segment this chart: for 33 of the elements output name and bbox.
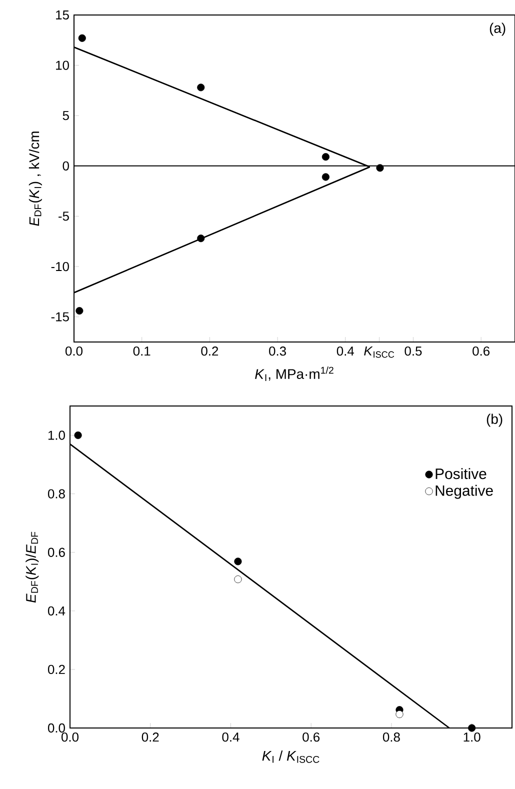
x-tick-label: 1.0 bbox=[464, 732, 480, 742]
annotation: (a) bbox=[490, 22, 506, 36]
x-tick-label: 0.6 bbox=[472, 346, 490, 356]
x-tick-label: 0.2 bbox=[201, 346, 218, 356]
y-tick-label: -10 bbox=[51, 262, 69, 272]
x-tick-label: 0.8 bbox=[382, 732, 400, 742]
annotation: (b) bbox=[486, 414, 502, 427]
y-tick-label: 1.0 bbox=[48, 430, 65, 440]
y-tick-label: 0.6 bbox=[48, 548, 65, 557]
y-axis-title: E$_{DF}$(K$_{I}$)/E$_{DF}$ bbox=[26, 532, 39, 603]
x-tick-label: 0.4 bbox=[222, 732, 240, 742]
y-tick-label: 0.2 bbox=[48, 664, 65, 674]
legend-label: Positive bbox=[436, 468, 486, 480]
y-tick-label: 15 bbox=[56, 10, 69, 20]
y-tick-label: 0.8 bbox=[48, 489, 65, 498]
y-tick-label: 0 bbox=[62, 161, 69, 170]
y-tick-label: -5 bbox=[58, 212, 69, 221]
x-tick-label: 0.4 bbox=[336, 346, 354, 356]
x-axis-title: K$_{I}$, MPa·m$^{1/2}$ bbox=[255, 366, 334, 381]
x-tick-label: 0.6 bbox=[302, 732, 320, 742]
legend-label: Negative bbox=[436, 484, 493, 499]
x-tick-label: 0.5 bbox=[404, 346, 422, 356]
x-tick-label: 0.3 bbox=[269, 346, 286, 356]
y-tick-label: -15 bbox=[51, 312, 69, 322]
y-tick-label: 5 bbox=[62, 111, 69, 120]
y-tick-label: 10 bbox=[56, 60, 69, 70]
x-tick-label: K$_{ISCC}$ bbox=[364, 346, 394, 358]
y-tick-label: 0.4 bbox=[48, 606, 66, 616]
x-tick-label: 0.1 bbox=[133, 346, 150, 356]
y-tick-label: 0.0 bbox=[48, 723, 65, 733]
x-axis-title: K$_{I}$ / K$_{ISCC}$ bbox=[262, 750, 320, 763]
y-axis-title: E$_{DF}$(K$_{I}$) , kV/cm bbox=[28, 132, 42, 226]
x-tick-label: 0.2 bbox=[142, 732, 159, 742]
